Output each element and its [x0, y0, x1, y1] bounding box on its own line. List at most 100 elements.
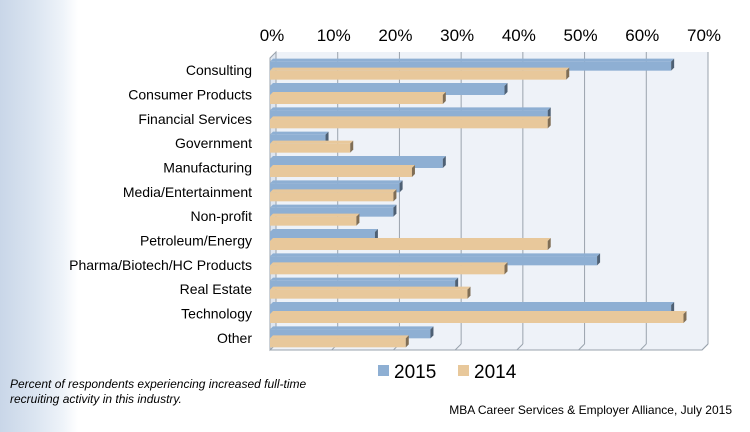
bar-2015-other: [270, 326, 434, 339]
bar-top: [270, 311, 687, 314]
bar-2014-financial-services: [270, 116, 551, 129]
bar-front: [270, 232, 375, 241]
bar-end: [547, 116, 551, 129]
bar-top: [270, 189, 397, 193]
bar-2015-pharma-biotech-hc-products: [270, 253, 601, 266]
category-label: Consulting: [186, 62, 252, 78]
bar-front: [270, 265, 505, 275]
bar-end: [393, 189, 397, 202]
x-tick-label: 30%: [440, 26, 474, 45]
bar-front: [270, 70, 567, 80]
x-tick-label: 50%: [564, 26, 598, 45]
bar-top: [270, 229, 378, 232]
bar-top: [270, 253, 601, 257]
bar-top: [270, 335, 409, 339]
bar-2014-consumer-products: [270, 92, 446, 104]
legend-swatch-2015: [378, 365, 389, 376]
bar-2014-consulting: [270, 67, 570, 80]
bar-end: [393, 204, 397, 217]
bar-top: [270, 262, 508, 266]
category-label: Financial Services: [138, 111, 252, 127]
bar-2014-government: [270, 140, 354, 153]
bar-front: [270, 159, 443, 168]
x-tick-label: 70%: [687, 26, 721, 45]
x-tick-label: 40%: [502, 26, 536, 45]
bar-end: [399, 180, 403, 193]
x-tick-label: 20%: [378, 26, 412, 45]
bar-front: [270, 95, 443, 104]
gridline-floor: [639, 343, 647, 351]
category-label: Manufacturing: [163, 160, 252, 176]
category-label: Media/Entertainment: [123, 184, 252, 200]
bar-end: [504, 83, 508, 95]
gridline-floor: [454, 343, 462, 351]
bar-end: [671, 58, 675, 71]
bar-top: [270, 326, 434, 330]
category-labels: Consulting Consumer Products Financial Ser…: [69, 62, 252, 346]
category-label: Technology: [181, 306, 252, 322]
x-tick-label: 0%: [260, 26, 285, 45]
gridline-floor: [578, 343, 585, 351]
bar-end: [597, 253, 601, 266]
bar-top: [270, 58, 675, 62]
x-tick-label: 60%: [625, 26, 659, 45]
bar-front: [270, 216, 357, 226]
bar-front: [270, 86, 505, 95]
bar-top: [270, 277, 459, 281]
bar-end: [430, 326, 434, 339]
category-label: Real Estate: [180, 281, 253, 297]
bar-2015-consumer-products: [270, 83, 508, 95]
bar-top: [270, 92, 446, 95]
bar-front: [270, 134, 326, 144]
footnote: Percent of respondents experiencing incr…: [10, 377, 307, 406]
bar-end: [442, 92, 446, 104]
bar-top: [270, 67, 570, 71]
bar-front: [270, 119, 548, 129]
bar-2014-pharma-biotech-hc-products: [270, 262, 508, 275]
legend-label-2015: 2015: [394, 362, 436, 383]
bar-front: [270, 61, 672, 71]
bar-top: [270, 83, 508, 86]
bar-front: [270, 192, 394, 202]
bar-end: [566, 67, 570, 80]
bar-end: [442, 156, 446, 168]
bar-top: [270, 140, 354, 144]
bar-front: [270, 207, 394, 217]
bar-2014-media-entertainment: [270, 189, 397, 202]
bar-top: [270, 204, 397, 208]
bar-end: [547, 238, 551, 250]
category-label: Petroleum/Energy: [140, 233, 252, 249]
category-label: Pharma/Biotech/HC Products: [69, 257, 252, 273]
category-label: Other: [217, 330, 252, 346]
bar-front: [270, 256, 598, 266]
gridline-floor: [516, 343, 524, 351]
bar-top: [270, 180, 403, 184]
category-label: Government: [175, 135, 252, 151]
bar-front: [270, 143, 351, 153]
bar-top: [270, 107, 551, 111]
category-label: Non-profit: [191, 208, 253, 224]
bar-2014-technology: [270, 311, 687, 323]
legend: 2015 2014: [378, 362, 517, 383]
x-axis-tick-labels: 0% 10% 20% 30% 40% 50% 60% 70%: [260, 26, 721, 45]
bar-front: [270, 280, 456, 290]
bar-2015-consulting: [270, 58, 675, 71]
source-citation: MBA Career Services & Employer Alliance,…: [449, 403, 732, 417]
bar-2015-non-profit: [270, 204, 397, 217]
bar-front: [270, 168, 412, 177]
x-tick-label: 10%: [317, 26, 351, 45]
gridline-floor: [701, 343, 709, 351]
category-label: Consumer Products: [128, 87, 252, 103]
bar-2014-other: [270, 335, 409, 348]
decorative-left-band: [0, 0, 78, 432]
bar-2014-non-profit: [270, 213, 360, 226]
bar-end: [405, 335, 409, 348]
bar-front: [270, 314, 684, 323]
legend-label-2014: 2014: [474, 362, 517, 383]
bar-front: [270, 305, 672, 314]
bar-2014-real-estate: [270, 286, 471, 299]
bar-top: [270, 238, 551, 241]
bar-top: [270, 165, 415, 168]
